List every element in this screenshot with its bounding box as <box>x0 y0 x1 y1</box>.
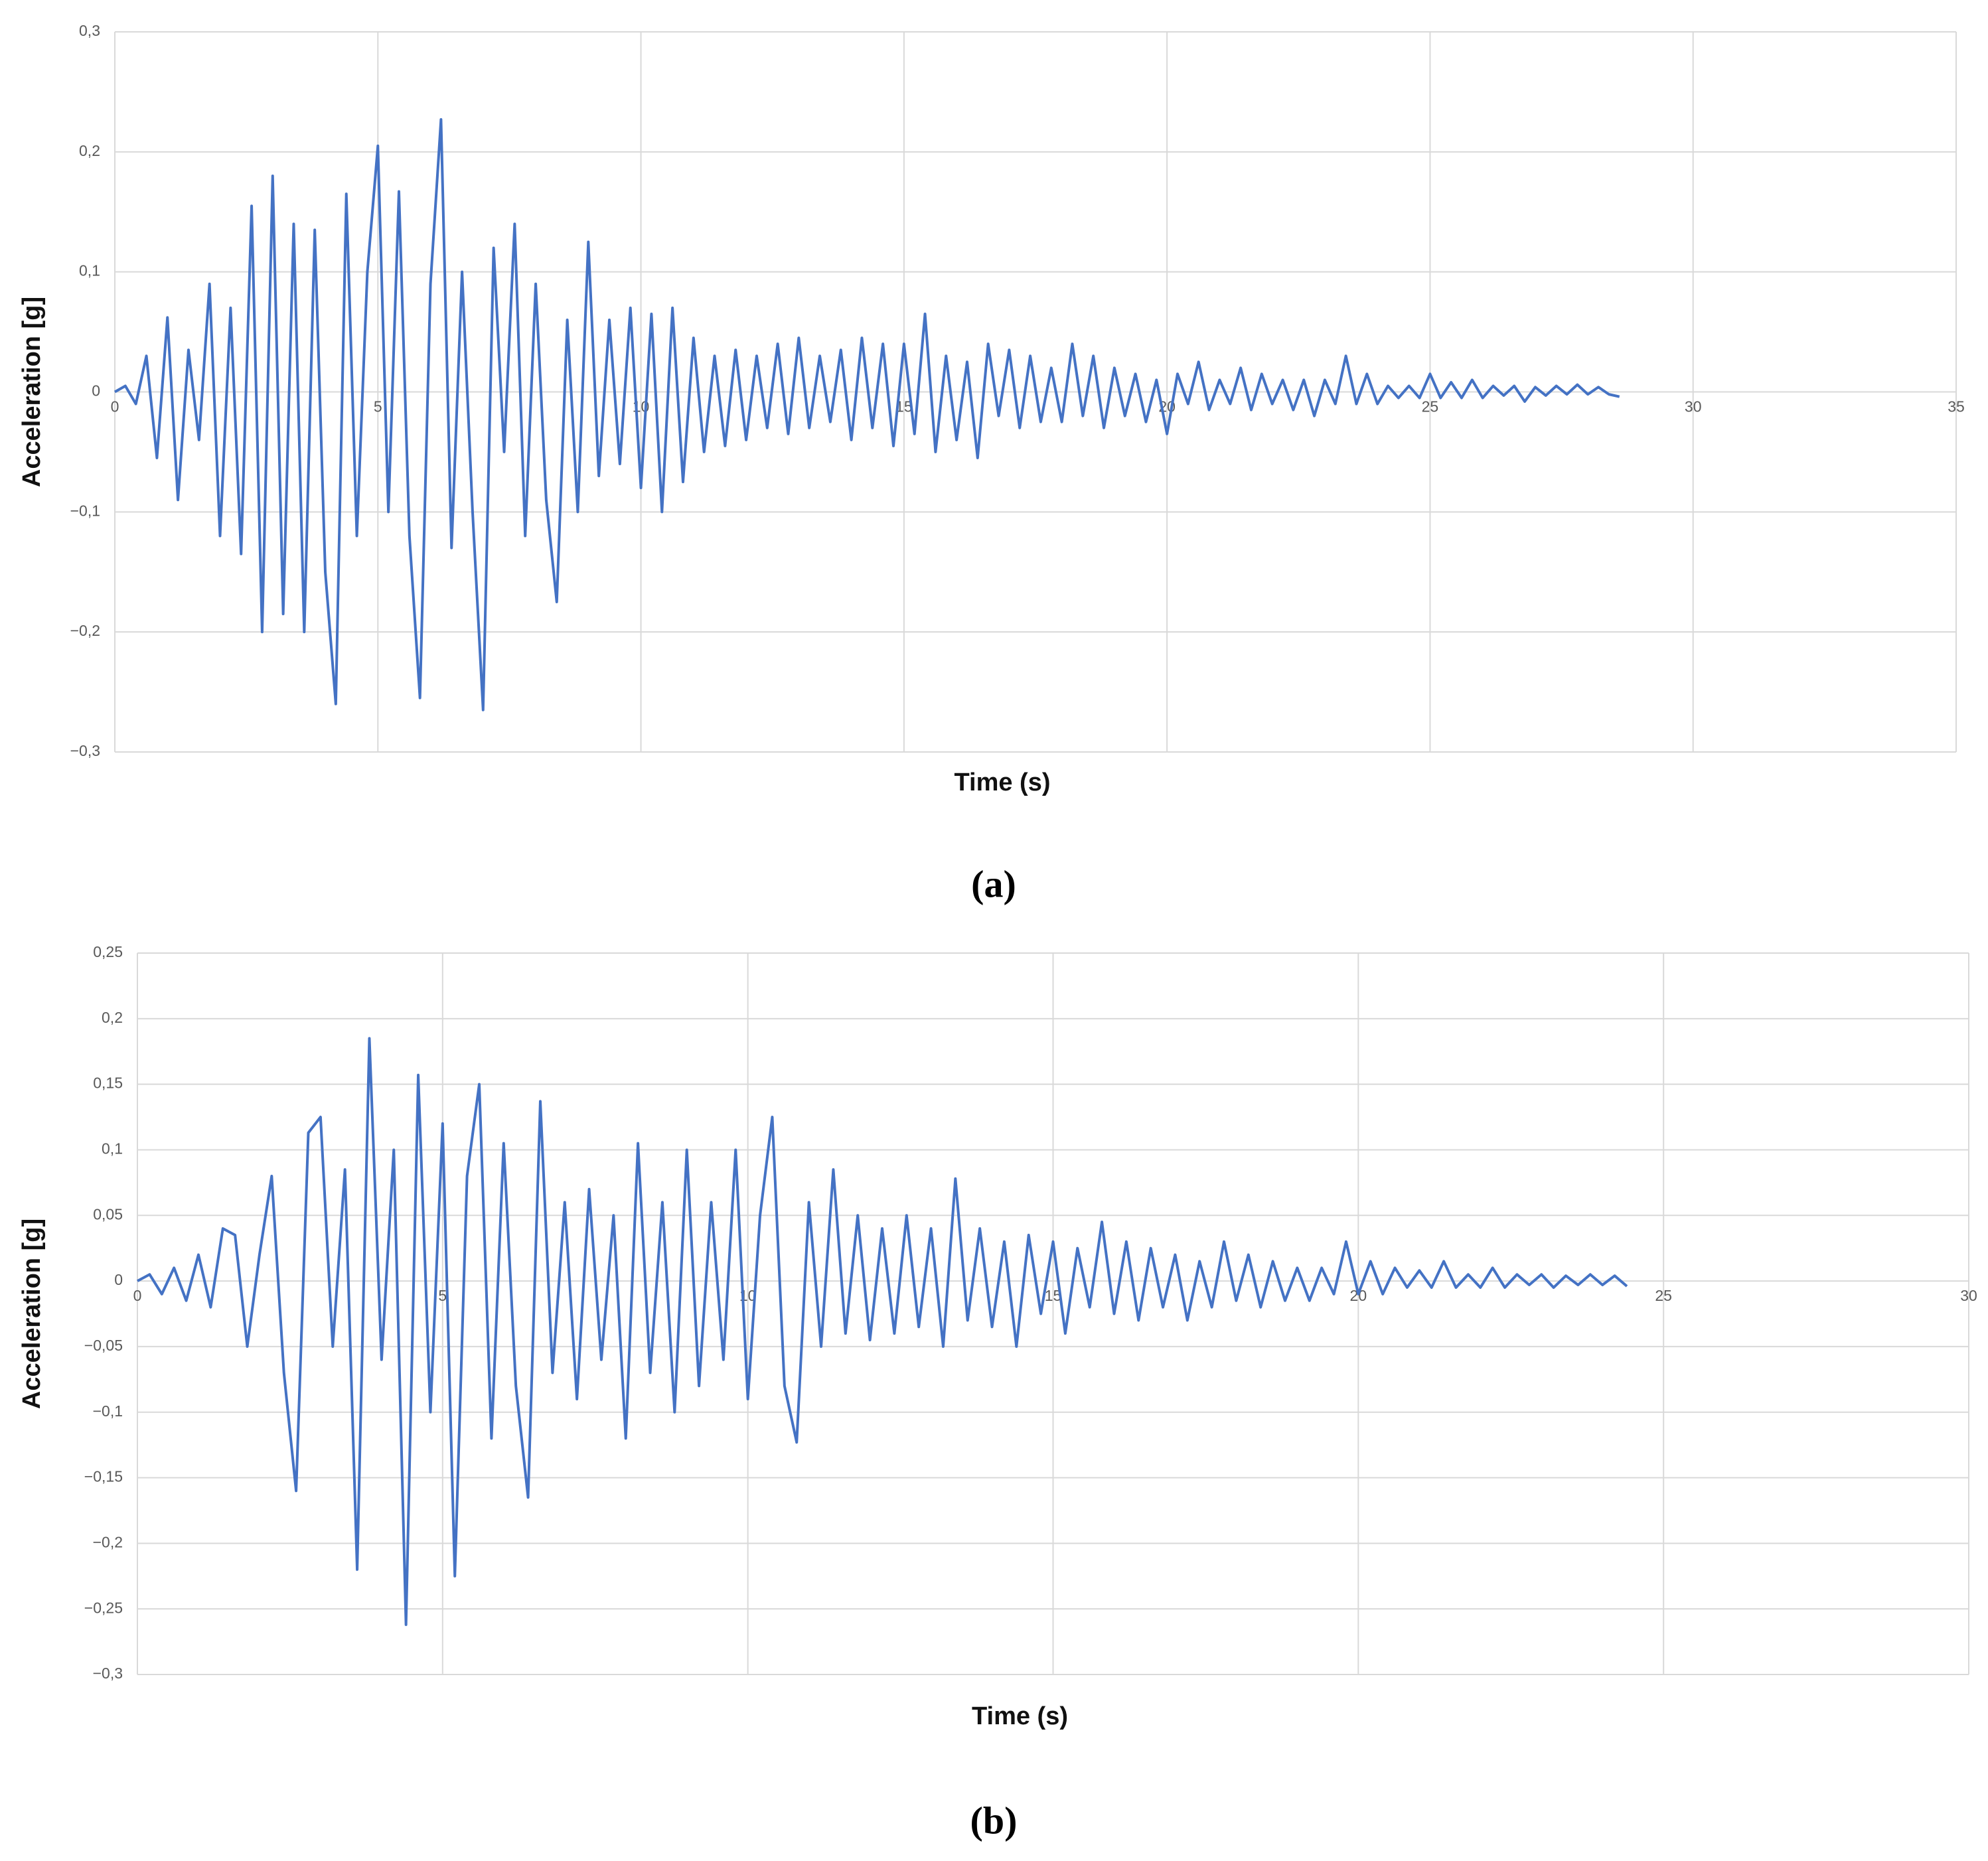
y-tick-label: −0,1 <box>93 1402 123 1420</box>
y-tick-label: −0,2 <box>70 622 100 639</box>
x-tick-label: 25 <box>1422 398 1439 415</box>
x-tick-label: 0 <box>133 1287 142 1304</box>
y-tick-label: 0 <box>114 1271 123 1288</box>
y-tick-label: −0,3 <box>93 1665 123 1682</box>
y-tick-label: 0 <box>92 382 100 400</box>
y-tick-label: −0,05 <box>84 1337 123 1354</box>
y-tick-label: 0,05 <box>93 1205 123 1223</box>
y-tick-label: 0,3 <box>79 22 100 39</box>
y-tick-label: −0,3 <box>70 742 100 759</box>
y-tick-label: 0,25 <box>93 943 123 960</box>
x-tick-label: 30 <box>1685 398 1702 415</box>
x-tick-label: 5 <box>374 398 382 415</box>
x-tick-label: 35 <box>1948 398 1965 415</box>
y-tick-label: −0,1 <box>70 502 100 519</box>
data-line <box>114 118 1620 711</box>
x-axis-title: Time (s) <box>972 1702 1068 1730</box>
x-axis-title: Time (s) <box>954 769 1050 796</box>
y-tick-label: 0,15 <box>93 1075 123 1092</box>
y-tick-label: −0,2 <box>93 1533 123 1550</box>
x-tick-label: 5 <box>438 1287 447 1304</box>
y-tick-label: 0,2 <box>102 1009 123 1026</box>
x-tick-label: 30 <box>1960 1287 1977 1304</box>
y-axis-title: Acceleration [g] <box>18 297 46 487</box>
y-tick-label: 0,1 <box>79 262 100 279</box>
data-line <box>137 1037 1628 1626</box>
caption: (a) <box>971 862 1016 905</box>
y-tick-label: 0,2 <box>79 142 100 159</box>
y-axis-title: Acceleration [g] <box>18 1219 46 1409</box>
caption: (b) <box>970 1799 1018 1842</box>
x-tick-label: 25 <box>1655 1287 1672 1304</box>
y-tick-label: −0,15 <box>84 1468 123 1485</box>
y-tick-label: 0,1 <box>102 1140 123 1157</box>
y-tick-label: −0,25 <box>84 1599 123 1616</box>
x-tick-label: 0 <box>111 398 119 415</box>
